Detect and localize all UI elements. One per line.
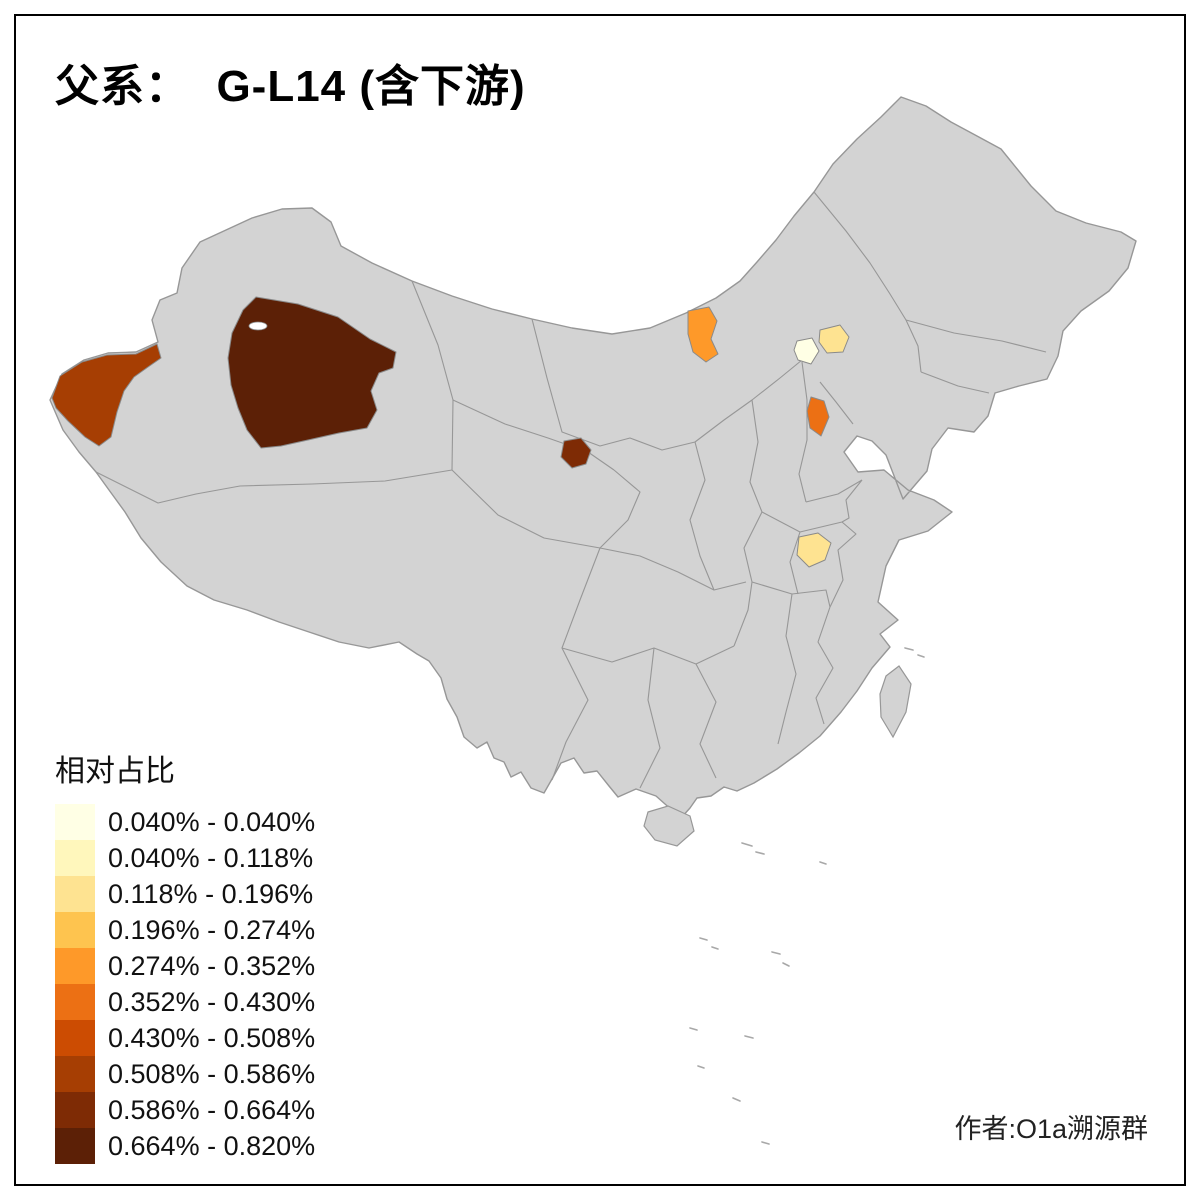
legend-item: 0.196% - 0.274%: [55, 912, 315, 948]
legend-label: 0.664% - 0.820%: [108, 1130, 316, 1161]
legend-swatch: [55, 912, 95, 948]
taiwan-island: [879, 665, 912, 739]
region-anhui: [796, 532, 832, 568]
legend-title: 相对占比: [55, 755, 175, 788]
highlighted-regions: [51, 296, 850, 568]
region-northeast-hebei: [818, 324, 850, 354]
legend-item: 0.508% - 0.586%: [55, 1056, 315, 1092]
legend-item: 0.586% - 0.664%: [55, 1092, 315, 1128]
region-east-xinjiang: [227, 296, 397, 449]
legend-item: 0.664% - 0.820%: [55, 1128, 315, 1164]
legend-swatch: [55, 876, 95, 912]
legend-label: 0.040% - 0.118%: [108, 842, 314, 873]
page-title: 父系： G-L14 (含下游): [55, 62, 526, 111]
legend-item: 0.040% - 0.040%: [55, 804, 315, 840]
region-inner-mongolia: [687, 306, 719, 363]
author-credit: 作者:O1a溯源群: [954, 1114, 1148, 1144]
legend-item: 0.352% - 0.430%: [55, 984, 315, 1020]
legend-item: 0.430% - 0.508%: [55, 1020, 315, 1056]
region-gansu-corridor: [560, 437, 592, 469]
south-china-sea-islets: [689, 647, 925, 1145]
legend-swatch: [55, 1092, 95, 1128]
legend-item: 0.040% - 0.118%: [55, 840, 315, 876]
hainan-island: [643, 805, 695, 847]
region-central-hebei: [806, 396, 830, 437]
legend-swatch: [55, 948, 95, 984]
legend-label: 0.196% - 0.274%: [108, 914, 316, 945]
legend-item: 0.274% - 0.352%: [55, 948, 315, 984]
legend-swatch: [55, 984, 95, 1020]
region-beijing: [793, 337, 820, 365]
region-east-xinjiang-enclave: [248, 321, 268, 331]
legend-label: 0.274% - 0.352%: [108, 950, 316, 981]
legend-item: 0.118% - 0.196%: [55, 876, 315, 912]
legend-swatch: [55, 804, 95, 840]
legend-label: 0.040% - 0.040%: [108, 806, 316, 837]
legend-swatch: [55, 840, 95, 876]
region-southwest-xinjiang: [51, 343, 162, 447]
legend-swatch: [55, 1056, 95, 1092]
legend-label: 0.352% - 0.430%: [108, 986, 316, 1017]
legend-label: 0.508% - 0.586%: [108, 1058, 316, 1089]
legend-label: 0.430% - 0.508%: [108, 1022, 316, 1053]
china-outline: [49, 96, 1137, 819]
legend-swatch: [55, 1020, 95, 1056]
legend-label: 0.586% - 0.664%: [108, 1094, 316, 1125]
legend-label: 0.118% - 0.196%: [108, 878, 314, 909]
province-borders: [95, 191, 1047, 789]
legend: 相对占比 0.040% - 0.040% 0.040% - 0.118% 0.1…: [55, 746, 315, 1164]
legend-swatch: [55, 1128, 95, 1164]
